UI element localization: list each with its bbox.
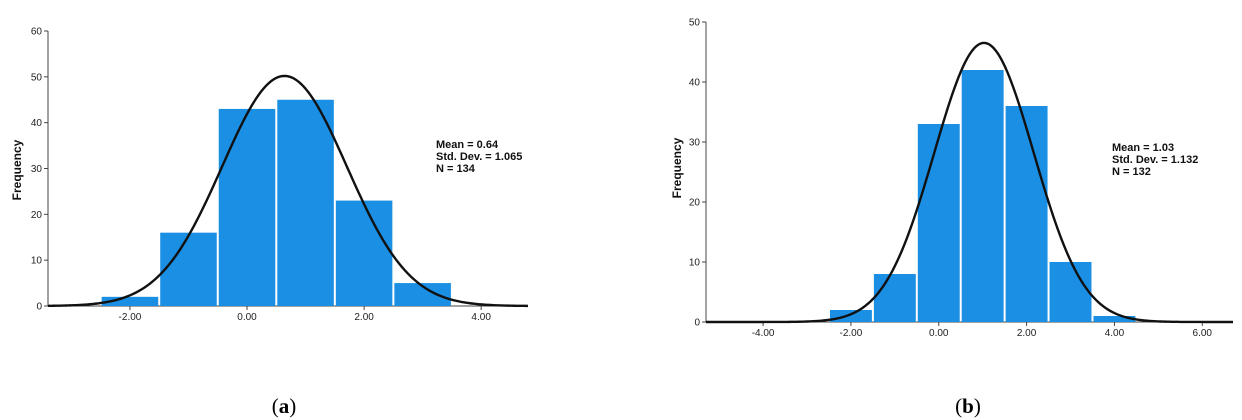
panel-b-y-tick-label: 0 <box>694 318 700 329</box>
panel-b-x-tick-label: -2.00 <box>840 328 863 339</box>
panel-a-x-tick-label: 0.00 <box>237 312 257 323</box>
panel-a-y-tick-label: 10 <box>31 256 43 267</box>
panel-b-normal-curve <box>706 41 1233 324</box>
panel-b-caption: (b) <box>955 394 981 418</box>
panel-b-x-tick-label: 0.00 <box>929 328 949 339</box>
panel-b-stat-mean: Mean = 1.03 <box>1112 142 1174 154</box>
panel-b-y-tick-label: 10 <box>689 258 701 269</box>
panel-a-stat-sd: Std. Dev. = 1.065 <box>436 151 522 163</box>
panel-b-y-tick-label: 20 <box>689 198 701 209</box>
panel-a-y-axis-label: Frequency <box>10 139 24 200</box>
panel-b-x-tick-label: 6.00 <box>1193 328 1213 339</box>
panel-b-histogram-bar <box>1093 316 1136 322</box>
panel-a-x-tick-label: 4.00 <box>471 312 491 323</box>
panel-a-y-tick-label: 20 <box>31 210 43 221</box>
panel-a-histogram-bar <box>160 232 217 306</box>
panel-b-stat-sd: Std. Dev. = 1.132 <box>1112 154 1198 166</box>
panel-a-y-tick-label: 30 <box>31 164 43 175</box>
panel-b-y-axis-label: Frequency <box>670 137 684 198</box>
panel-a-histogram-bar <box>277 99 334 306</box>
panel-b-x-tick-label: -4.00 <box>752 328 775 339</box>
panel-a-normal-curve <box>47 74 529 308</box>
panel-b-x-tick-label: 4.00 <box>1105 328 1125 339</box>
panel-a-y-tick-label: 0 <box>36 302 42 313</box>
panel-a-y-tick-label: 40 <box>31 118 43 129</box>
panel-a-histogram-bar <box>394 283 451 306</box>
panel-b-histogram-bar <box>829 310 872 322</box>
panel-a-histogram-bar <box>218 108 276 307</box>
panel-b-histogram-bar <box>1005 106 1048 322</box>
panel-b-y-tick-label: 40 <box>689 78 701 89</box>
panel-a-caption: (a) <box>272 394 297 418</box>
panel-a-y-tick-label: 50 <box>31 72 43 83</box>
panel-a-histogram-bar <box>335 200 393 306</box>
panel-b-stat-n: N = 132 <box>1112 166 1151 178</box>
panel-b-histogram-bar <box>873 274 916 322</box>
panel-a-stat-mean: Mean = 0.64 <box>436 139 499 151</box>
panel-b-histogram-bar <box>1049 262 1092 322</box>
panel-a-y-tick-label: 60 <box>31 27 43 38</box>
panel-a: Frequency 0 10 20 30 40 50 60 -2.00 0.00 2.00 4.0… <box>10 27 529 418</box>
panel-b-x-tick-label: 2.00 <box>1017 328 1037 339</box>
panel-a-x-tick-label: -2.00 <box>119 312 142 323</box>
panel-a-histogram-bar <box>101 296 159 306</box>
panel-b-y-tick-label: 50 <box>689 18 701 29</box>
panel-a-x-tick-label: 2.00 <box>354 312 374 323</box>
panel-b-histogram-bar <box>961 70 1004 322</box>
panel-a-stat-n: N = 134 <box>436 163 476 175</box>
panel-b: Frequency 0 10 20 30 40 50 -4.00 -2.00 0.00 2.00… <box>670 18 1233 418</box>
panel-b-y-tick-label: 30 <box>689 138 701 149</box>
panel-b-histogram-bar <box>917 124 960 322</box>
